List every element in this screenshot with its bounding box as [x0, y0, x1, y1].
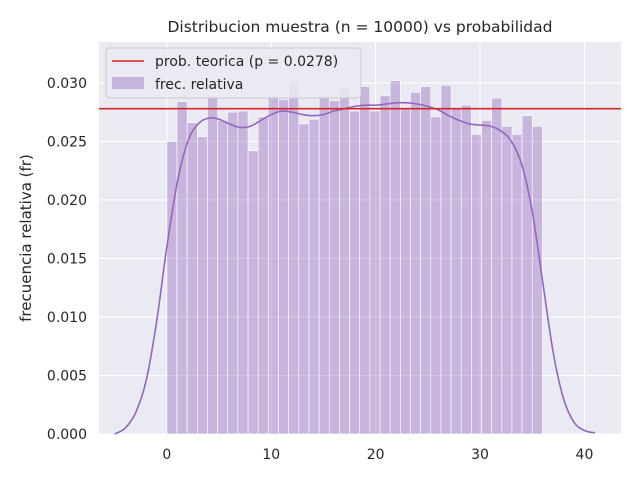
legend-bar-swatch: [112, 77, 144, 89]
histogram-bar: [450, 108, 462, 435]
histogram-bar: [207, 97, 218, 435]
histogram-bar: [278, 99, 289, 435]
kde-curve: [114, 101, 596, 435]
histogram-bar: [430, 116, 442, 435]
histogram-bar: [420, 86, 432, 435]
y-tick-label: 0.030: [47, 76, 87, 92]
x-tick-label: 0: [162, 447, 171, 463]
legend: prob. teorica (p = 0.0278) frec. relativ…: [105, 47, 362, 99]
x-tick-label: 10: [262, 447, 280, 463]
histogram-bar: [389, 80, 401, 435]
histogram-bar: [288, 80, 300, 435]
x-tick-label: 30: [471, 447, 489, 463]
histogram-bar: [237, 110, 249, 435]
histogram-bar: [257, 116, 269, 435]
legend-label-relative: frec. relativa: [155, 77, 243, 93]
x-tick-labels: 0 10 20 30 40: [162, 447, 593, 463]
y-tick-labels: 0.000 0.005 0.010 0.015 0.020 0.025 0.030: [47, 76, 87, 443]
legend-box: [105, 47, 362, 99]
y-tick-label: 0.000: [47, 427, 87, 443]
histogram-bar: [359, 86, 371, 435]
histogram-bar: [217, 120, 229, 435]
y-tick-label: 0.025: [47, 134, 87, 150]
histogram-bars: [166, 80, 543, 435]
histogram-bar: [318, 95, 330, 435]
histogram-bar: [247, 150, 259, 435]
histogram-bar: [339, 88, 350, 435]
histogram-bar: [298, 123, 310, 435]
histogram-bar: [400, 108, 411, 435]
histogram-bar: [166, 141, 178, 435]
histogram-bar: [328, 100, 340, 435]
histogram-bar: [440, 84, 452, 435]
histogram-bar: [349, 110, 361, 435]
histogram-bar: [410, 92, 421, 435]
y-axis-label: frecuencia relativa (fr): [17, 154, 35, 322]
histogram-bar: [481, 120, 492, 435]
kde-layer: [114, 101, 596, 435]
histogram-bar: [227, 111, 239, 435]
histogram-bar: [176, 101, 188, 435]
x-tick-label: 40: [576, 447, 594, 463]
y-tick-label: 0.005: [47, 368, 87, 384]
histogram-bar: [186, 122, 198, 435]
histogram-bar: [471, 134, 482, 435]
y-tick-label: 0.010: [47, 310, 87, 326]
histogram-bar: [379, 95, 391, 435]
y-tick-label: 0.015: [47, 251, 87, 267]
histogram-bar: [491, 97, 503, 435]
legend-label-theoretical: prob. teorica (p = 0.0278): [155, 54, 338, 70]
histogram-bar: [308, 118, 320, 435]
x-tick-label: 20: [367, 447, 385, 463]
histogram-bar: [511, 134, 523, 435]
histogram-bar: [501, 125, 513, 435]
histogram-bar: [460, 104, 472, 435]
histogram-bar: [197, 136, 208, 435]
histogram-bar: [369, 110, 381, 435]
histogram-bar: [268, 95, 279, 435]
y-tick-label: 0.020: [47, 193, 87, 209]
chart-title: Distribucion muestra (n = 10000) vs prob…: [167, 18, 552, 36]
histogram-bar: [531, 125, 543, 435]
histogram-bar: [521, 115, 533, 435]
